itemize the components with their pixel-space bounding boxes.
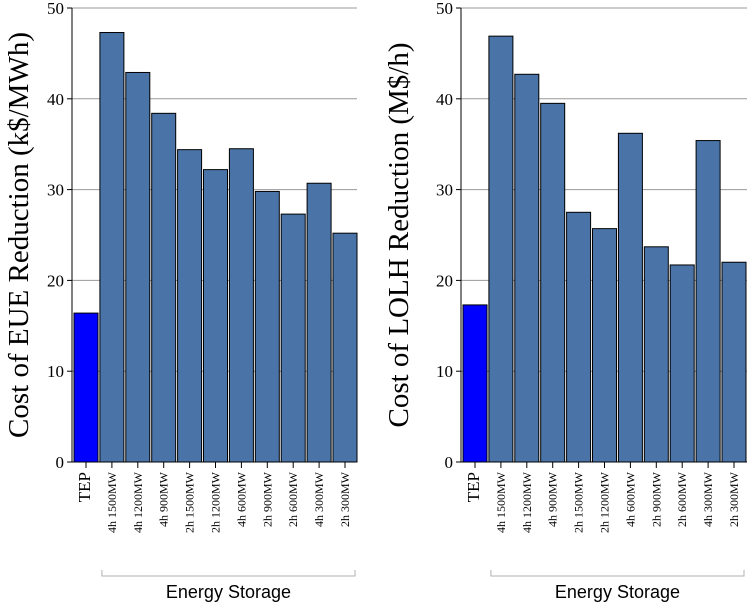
x-tick-label: 4h 1500MW [494,471,508,533]
bar [721,261,747,463]
x-tick-label: 4h 1500MW [105,471,119,533]
y-tick-label: 50 [47,0,64,18]
x-tick-label: 2h 300MW [727,471,741,527]
x-tick-label: TEP [464,472,483,502]
bar [254,190,280,463]
group-bracket [101,570,356,577]
y-tick-label: 20 [47,271,64,290]
x-tick-label: 2h 600MW [675,471,689,527]
chart-lolh-reduction: 0 10 20 30 40 50 TEP 4h 1500MW 4h 1200MW 4h 900MW… [383,0,747,602]
x-tick-label: TEP [75,472,94,502]
y-tick-label: 30 [436,181,453,200]
bar [488,35,514,463]
bar [203,169,228,463]
y-tick-label: 10 [436,362,453,381]
bar [280,213,306,463]
bar [332,232,358,463]
x-tick-label: 4h 600MW [623,471,637,527]
bar [228,148,254,463]
y-tick-label: 20 [436,271,453,290]
y-axis-label: Cost of LOLH Reduction (M$/h) [383,42,415,427]
bar [643,246,669,463]
x-tick-label: 4h 900MW [546,471,560,527]
bar [306,182,332,463]
bar [592,228,617,463]
x-tick-label: 4h 300MW [701,471,715,527]
bar [151,112,177,463]
x-tick-label: 4h 1200MW [520,471,534,533]
x-tick-label: 4h 600MW [234,471,248,527]
y-tick-label: 40 [47,90,64,109]
bar [99,32,125,463]
bar [177,149,203,463]
group-bracket [490,570,745,577]
bar [695,140,721,463]
x-tick-label: 2h 1500MW [572,471,586,533]
y-axis-label: Cost of EUE Reduction (k$/MWh) [3,32,35,438]
x-tick-label: 4h 1200MW [131,471,145,533]
bar [669,264,695,463]
x-tick-label: 2h 1200MW [209,471,223,533]
bar [125,71,151,463]
x-tick-label: 2h 900MW [649,471,663,527]
x-tick-label: 4h 900MW [157,471,171,527]
bar [540,102,566,463]
bar [566,211,592,463]
y-tick-label: 40 [436,90,453,109]
y-tick-label: 10 [47,362,64,381]
bar [462,304,488,463]
x-tick-label: 2h 300MW [338,471,352,527]
x-tick-label: 2h 600MW [286,471,300,527]
y-tick-label: 50 [436,0,453,18]
chart-eue-reduction: 0 10 20 30 40 50 TEP 4h 1500MW 4h 1200MW 4h 900MW… [3,0,358,602]
x-tick-label: 4h 300MW [312,471,326,527]
y-tick-label: 30 [47,181,64,200]
bar [617,132,643,463]
group-label: Energy Storage [166,582,291,602]
group-label: Energy Storage [555,582,680,602]
y-tick-label: 0 [56,453,65,472]
bar [514,73,540,463]
x-tick-label: 2h 1200MW [598,471,612,533]
y-tick-label: 0 [445,453,454,472]
bar [73,312,99,463]
x-tick-label: 2h 900MW [260,471,274,527]
x-tick-label: 2h 1500MW [183,471,197,533]
